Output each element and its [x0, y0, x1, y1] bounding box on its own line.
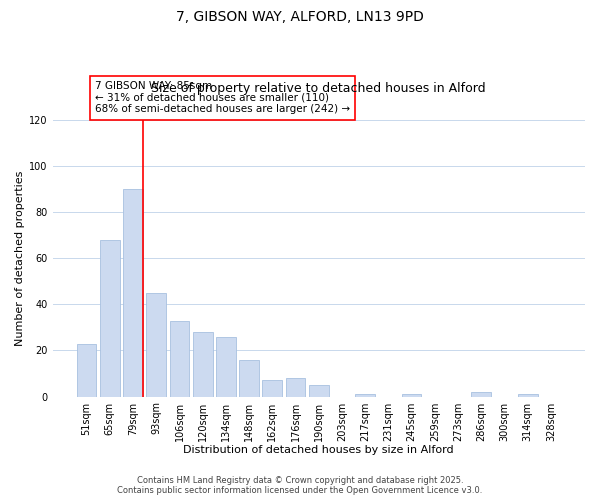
- Bar: [402, 394, 421, 396]
- Bar: [518, 394, 538, 396]
- Bar: [100, 240, 119, 396]
- X-axis label: Distribution of detached houses by size in Alford: Distribution of detached houses by size …: [184, 445, 454, 455]
- Bar: [216, 336, 236, 396]
- Bar: [262, 380, 282, 396]
- Bar: [239, 360, 259, 397]
- Bar: [355, 394, 375, 396]
- Y-axis label: Number of detached properties: Number of detached properties: [15, 170, 25, 346]
- Bar: [472, 392, 491, 396]
- Bar: [146, 293, 166, 397]
- Bar: [286, 378, 305, 396]
- Bar: [309, 385, 329, 396]
- Bar: [170, 320, 190, 396]
- Text: 7 GIBSON WAY: 85sqm
← 31% of detached houses are smaller (110)
68% of semi-detac: 7 GIBSON WAY: 85sqm ← 31% of detached ho…: [95, 81, 350, 114]
- Title: Size of property relative to detached houses in Alford: Size of property relative to detached ho…: [151, 82, 486, 95]
- Text: Contains HM Land Registry data © Crown copyright and database right 2025.
Contai: Contains HM Land Registry data © Crown c…: [118, 476, 482, 495]
- Bar: [123, 189, 143, 396]
- Bar: [77, 344, 97, 396]
- Text: 7, GIBSON WAY, ALFORD, LN13 9PD: 7, GIBSON WAY, ALFORD, LN13 9PD: [176, 10, 424, 24]
- Bar: [193, 332, 212, 396]
